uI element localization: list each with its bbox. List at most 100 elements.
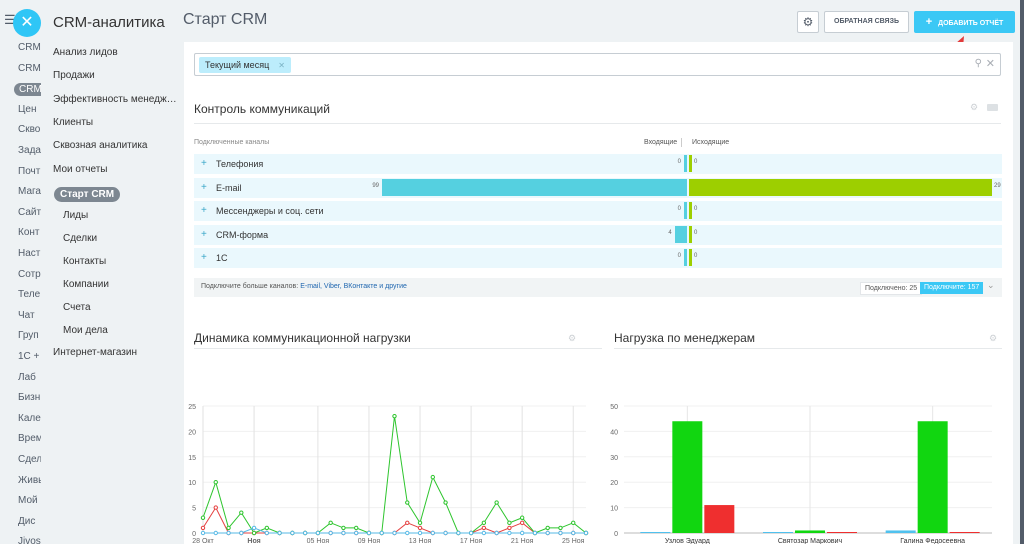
divider [681, 138, 682, 147]
bar [827, 532, 857, 533]
sidebar-item[interactable]: Лиды [63, 210, 89, 221]
add-report-button[interactable]: + ДОБАВИТЬ ОТЧЁТ [914, 11, 1015, 33]
x-tick-label: 17 Ноя [460, 538, 483, 544]
line-chart-gear-icon[interactable]: ⚙ [568, 333, 577, 343]
sidebar-item[interactable]: Анализ лидов [53, 47, 118, 58]
sidebar-item[interactable]: Мои дела [63, 325, 108, 336]
data-point [405, 500, 410, 505]
data-point [226, 525, 231, 531]
background-nav-item[interactable]: Дис [18, 515, 36, 527]
bar-chart-gear-icon[interactable]: ⚙ [989, 333, 998, 343]
data-point [430, 530, 436, 536]
sidebar-item[interactable]: Клиенты [53, 117, 94, 128]
data-point [571, 520, 576, 526]
series-line [202, 506, 586, 534]
background-nav-item[interactable]: Сотр [18, 268, 41, 280]
channel-row[interactable]: + E-mail 99 29 [194, 177, 1002, 198]
data-point [519, 520, 525, 526]
sidebar-item[interactable]: Счета [63, 302, 91, 313]
sidebar-item[interactable]: Старт CRM [54, 187, 121, 202]
data-point [200, 515, 206, 520]
series-line [202, 416, 587, 534]
background-nav-item[interactable]: CRM [18, 42, 41, 53]
background-nav-item[interactable]: Мой [18, 495, 38, 507]
data-point [571, 530, 576, 536]
data-point [264, 530, 270, 536]
background-nav-item[interactable]: Конт [18, 227, 40, 239]
more-channels-link[interactable]: E-mail, Viber, ВКонтакте и другие [300, 283, 407, 290]
burger-menu-icon[interactable]: ☰ [4, 12, 16, 27]
outgoing-bar [689, 178, 992, 196]
background-nav-item[interactable]: Живы [18, 474, 42, 486]
sidebar-item[interactable]: Контакты [63, 256, 107, 267]
expand-plus-icon[interactable]: + [201, 158, 207, 169]
background-nav-item[interactable]: Мага [18, 186, 41, 198]
filter-tag[interactable]: Текущий месяц ✕ [199, 57, 291, 73]
channel-name: Мессенджеры и соц. сети [216, 206, 324, 217]
background-nav-item[interactable]: 1С + [18, 351, 40, 362]
data-point [417, 530, 423, 536]
background-nav-item[interactable]: Врем [18, 433, 42, 445]
sidebar-item[interactable]: Мои отчеты [53, 164, 108, 175]
data-point [507, 525, 512, 531]
widget-gear-icon[interactable]: ⚙ [970, 102, 979, 112]
outgoing-value: 29 [994, 182, 1001, 189]
background-nav-item[interactable]: Кале [18, 412, 41, 424]
outgoing-bar [689, 249, 692, 267]
outgoing-value: 0 [694, 253, 698, 260]
crm-analytics-slider: CRM-аналитика Анализ лидов Продажи Эффекти… [41, 0, 1020, 544]
data-point [315, 530, 321, 536]
background-nav-item[interactable]: Цен [18, 103, 37, 115]
background-nav-item[interactable]: Сдел [18, 454, 42, 465]
channel-row[interactable]: + Мессенджеры и соц. сети 0 0 [194, 201, 1002, 222]
outgoing-column-header: Исходящие [692, 139, 730, 146]
sidebar-item[interactable]: Сквозная аналитика [53, 140, 148, 151]
background-nav-item[interactable]: Зада [18, 145, 41, 156]
expand-plus-icon[interactable]: + [201, 205, 207, 217]
background-nav-item[interactable]: Jivos [18, 536, 41, 544]
background-nav-item[interactable]: Скво [18, 124, 41, 136]
data-point [545, 530, 550, 536]
remove-tag-icon[interactable]: ✕ [278, 61, 285, 70]
data-point [519, 515, 525, 520]
expand-plus-icon[interactable]: + [201, 181, 207, 193]
channel-row[interactable]: +1С 0 0 [194, 248, 1002, 269]
chevron-down-icon[interactable]: ⌄ [987, 280, 995, 290]
background-nav-item[interactable]: Почт [18, 165, 41, 177]
background-nav-item[interactable]: Лаб [18, 371, 36, 383]
widget-video-icon[interactable] [987, 104, 998, 111]
x-tick-label: 28 Окт [192, 538, 214, 544]
incoming-column-header: Входящие [644, 139, 678, 146]
background-nav-item[interactable]: Наст [18, 248, 41, 259]
expand-plus-icon[interactable]: + [201, 228, 207, 240]
search-icon[interactable]: ⚲ [974, 58, 982, 69]
outgoing-value: 0 [694, 229, 698, 236]
background-nav-item[interactable]: Сайт [18, 206, 42, 218]
expand-plus-icon[interactable]: + [201, 252, 207, 264]
sidebar-item[interactable]: Интернет-магазин [53, 347, 137, 358]
channel-row[interactable]: + Телефония 0 0 [194, 154, 1002, 174]
x-tick-label: 05 Ноя [307, 538, 330, 544]
sidebar-item[interactable]: Компании [63, 279, 109, 290]
divider [194, 123, 1001, 124]
incoming-value: 0 [677, 159, 681, 165]
sidebar-item[interactable]: Сделки [63, 233, 98, 244]
sidebar-item[interactable]: Эффективность менеджеров [53, 94, 181, 105]
background-nav-item[interactable]: Чат [18, 309, 35, 321]
filter-search-field[interactable]: Текущий месяц ✕ ⚲ ✕ [194, 53, 1001, 76]
connect-button[interactable]: Подключите: 157 [920, 282, 984, 294]
background-nav-item[interactable]: CRM [14, 83, 42, 97]
background-nav-item[interactable]: CRM [18, 62, 41, 74]
feedback-button[interactable]: ОБРАТНАЯ СВЯЗЬ [824, 11, 909, 33]
data-point [481, 525, 487, 531]
x-tick-label: Ноя [247, 538, 260, 544]
sidebar-item[interactable]: Продажи [53, 70, 95, 81]
close-slider-button[interactable]: ✕ [13, 9, 41, 37]
settings-button[interactable]: ⚙ [797, 11, 819, 33]
background-nav-item[interactable]: Груп [18, 330, 39, 342]
background-nav-item[interactable]: Теле [18, 289, 41, 301]
channel-row[interactable]: + CRM-форма 4 0 [194, 224, 1002, 245]
clear-icon[interactable]: ✕ [985, 58, 995, 70]
background-nav-item[interactable]: Бизн [18, 392, 41, 404]
data-point [341, 525, 346, 531]
